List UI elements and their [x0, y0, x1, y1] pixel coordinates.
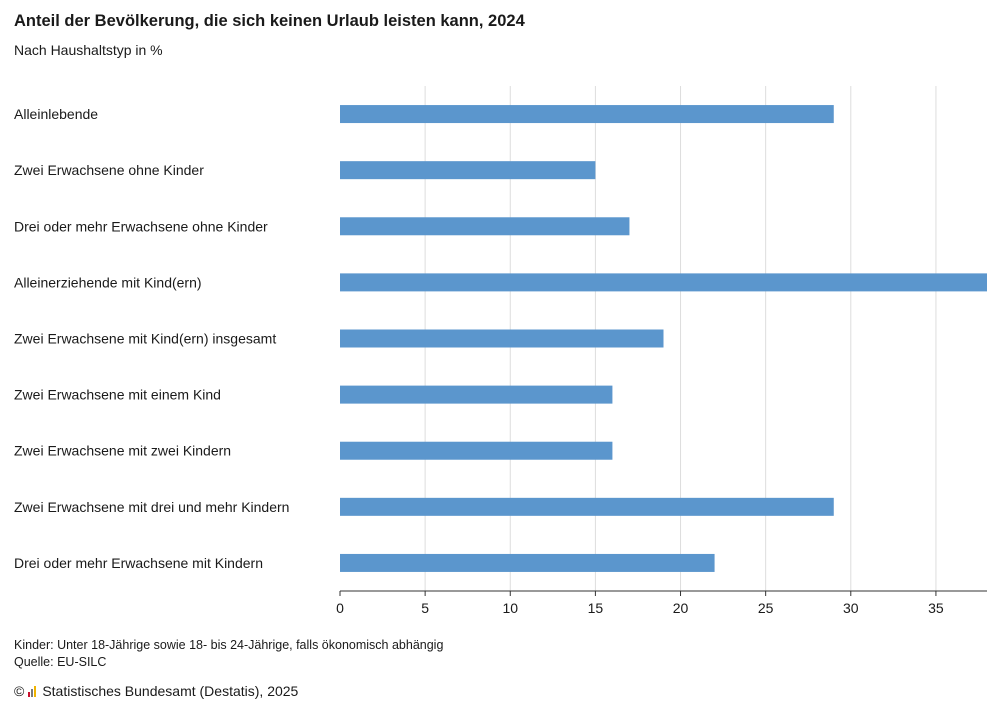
- x-tick-label: 0: [336, 600, 344, 616]
- chart-subtitle: Nach Haushaltstyp in %: [14, 42, 163, 58]
- x-tick-label: 5: [421, 600, 429, 616]
- category-label: Zwei Erwachsene mit Kind(ern) insgesamt: [14, 331, 276, 347]
- bar-chart: Alleinlebende Zwei Erwachsene ohne Kinder…: [14, 86, 987, 616]
- bar: [340, 385, 613, 404]
- bar: [340, 217, 630, 236]
- bar: [340, 441, 613, 460]
- bar: [340, 497, 834, 516]
- bar: [340, 553, 715, 572]
- footnote-source: Quelle: EU-SILC: [14, 655, 107, 669]
- category-label: Drei oder mehr Erwachsene mit Kindern: [14, 555, 263, 571]
- x-tick-label: 35: [928, 600, 944, 616]
- destatis-logo-icon: [28, 685, 37, 697]
- bar: [340, 273, 987, 292]
- chart-title: Anteil der Bevölkerung, die sich keinen …: [14, 12, 525, 30]
- copyright-symbol: ©: [14, 683, 25, 699]
- category-label: Zwei Erwachsene ohne Kinder: [14, 162, 204, 178]
- bar: [340, 329, 664, 348]
- bar: [340, 105, 834, 124]
- category-label: Alleinlebende: [14, 106, 98, 122]
- copyright-text: Statistisches Bundesamt (Destatis), 2025: [42, 683, 299, 699]
- category-label: Drei oder mehr Erwachsene ohne Kinder: [14, 218, 268, 234]
- category-label: Alleinerziehende mit Kind(ern): [14, 274, 202, 290]
- x-tick-label: 10: [502, 600, 518, 616]
- category-label: Zwei Erwachsene mit drei und mehr Kinder…: [14, 499, 289, 515]
- footnote-definition: Kinder: Unter 18-Jährige sowie 18- bis 2…: [14, 638, 444, 652]
- x-tick-label: 20: [673, 600, 689, 616]
- x-tick-label: 30: [843, 600, 859, 616]
- copyright: © Statistisches Bundesamt (Destatis), 20…: [14, 683, 298, 699]
- bar: [340, 161, 596, 180]
- category-label: Zwei Erwachsene mit einem Kind: [14, 387, 221, 403]
- category-label: Zwei Erwachsene mit zwei Kindern: [14, 443, 231, 459]
- x-tick-label: 25: [758, 600, 774, 616]
- x-tick-label: 15: [588, 600, 604, 616]
